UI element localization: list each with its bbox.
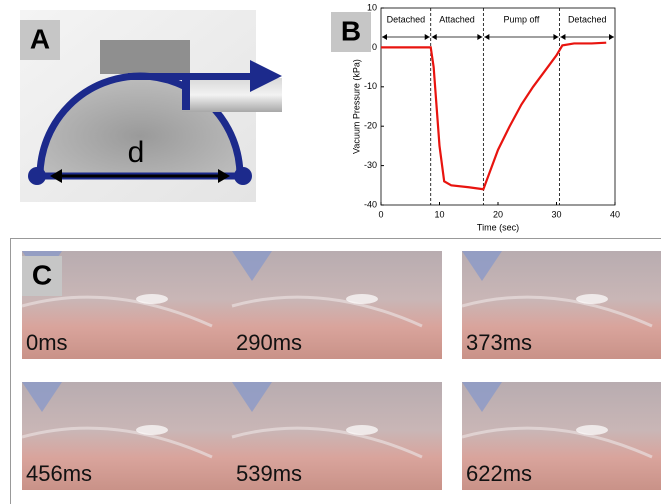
- panel-c: 0ms 290ms 373ms 456ms 539ms 622ms C: [11, 239, 661, 504]
- connector-block: [100, 40, 190, 74]
- phase-label: Detached: [387, 14, 426, 24]
- y-tick-label: 10: [367, 2, 377, 12]
- panel-label: B: [341, 15, 361, 46]
- dimension-label: d: [128, 136, 145, 169]
- panel-a: d A: [20, 10, 282, 202]
- phase-label: Detached: [568, 14, 607, 24]
- highlight: [576, 294, 608, 304]
- frame-label: 290ms: [236, 330, 302, 355]
- video-frame: 622ms: [462, 382, 661, 490]
- video-frame: 373ms: [462, 251, 661, 359]
- frame-label: 0ms: [26, 330, 68, 355]
- phase-label: Attached: [439, 14, 475, 24]
- plot-area: [381, 8, 615, 205]
- highlight: [346, 425, 378, 435]
- y-tick-label: -30: [364, 160, 377, 170]
- y-tick-label: -10: [364, 81, 377, 91]
- highlight: [136, 425, 168, 435]
- foot: [234, 167, 252, 185]
- panel-label: C: [32, 259, 52, 290]
- y-axis-label: Vacuum Pressure (kPa): [351, 59, 361, 154]
- highlight: [346, 294, 378, 304]
- frame-label: 622ms: [466, 461, 532, 486]
- panel-label: A: [30, 23, 50, 54]
- highlight: [136, 294, 168, 304]
- y-tick-label: 0: [372, 42, 377, 52]
- video-frame: 290ms: [232, 251, 442, 359]
- x-tick-label: 40: [610, 209, 620, 219]
- video-frame: 456ms: [22, 382, 232, 490]
- phase-label: Pump off: [503, 14, 539, 24]
- x-tick-label: 20: [493, 209, 503, 219]
- highlight: [576, 425, 608, 435]
- figure: d A B 0 10 20 30 40 -40 -30 -20 -10 0 10 Time (sec)…: [0, 0, 661, 504]
- x-tick-label: 0: [378, 209, 383, 219]
- x-tick-label: 30: [551, 209, 561, 219]
- page: {"panel_labels":["A","B","C"], "diagram"…: [0, 0, 661, 504]
- foot: [28, 167, 46, 185]
- x-axis-label: Time (sec): [477, 222, 519, 232]
- frame-label: 456ms: [26, 461, 92, 486]
- panel-b: B 0 10 20 30 40 -40 -30 -20 -10 0 10 Time (sec) Vacu…: [331, 2, 620, 232]
- frame-label: 373ms: [466, 330, 532, 355]
- y-tick-label: -40: [364, 199, 377, 209]
- x-tick-label: 10: [434, 209, 444, 219]
- frame-label: 539ms: [236, 461, 302, 486]
- y-tick-label: -20: [364, 121, 377, 131]
- video-frame: 539ms: [232, 382, 442, 490]
